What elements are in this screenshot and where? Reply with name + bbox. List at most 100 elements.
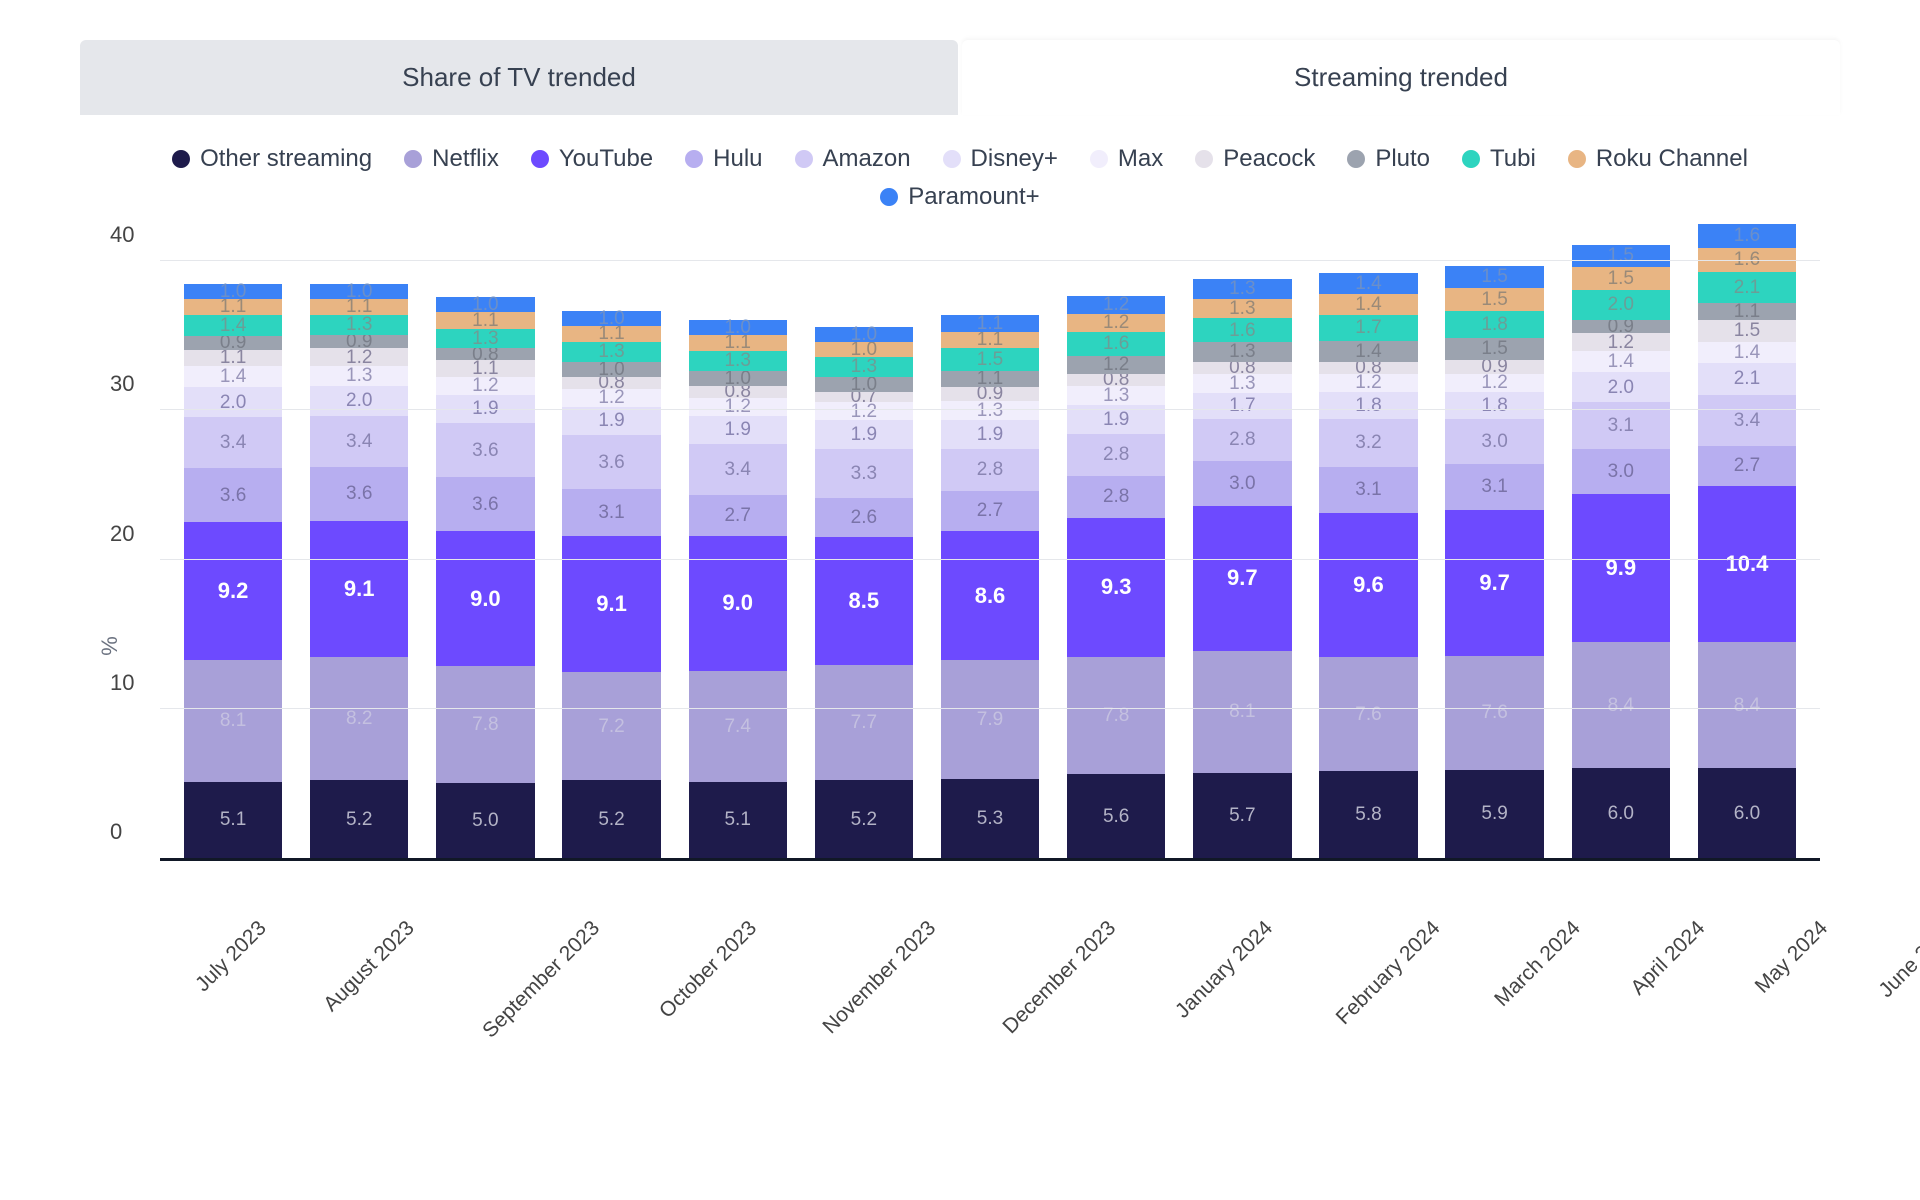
segment-roku[interactable]: 1.3 [1193,299,1291,319]
segment-max[interactable]: 1.2 [689,398,787,416]
segment-disney[interactable]: 1.9 [815,420,913,449]
legend-item-disney[interactable]: Disney+ [943,145,1058,173]
legend-item-paramount[interactable]: Paramount+ [880,183,1039,211]
segment-roku[interactable]: 1.0 [815,342,913,357]
segment-peacock[interactable]: 1.2 [310,348,408,366]
segment-paramount[interactable]: 1.2 [1067,296,1165,314]
segment-netflix[interactable]: 7.8 [436,666,534,783]
segment-pluto[interactable]: 0.9 [184,336,282,350]
segment-pluto[interactable]: 1.3 [1193,342,1291,362]
segment-netflix[interactable]: 8.1 [1193,651,1291,773]
legend-item-pluto[interactable]: Pluto [1347,145,1430,173]
segment-youtube[interactable]: 9.1 [562,536,660,673]
segment-disney[interactable]: 1.7 [1193,393,1291,419]
segment-peacock[interactable]: 0.8 [1193,362,1291,374]
segment-other_streaming[interactable]: 5.2 [562,780,660,858]
segment-roku[interactable]: 1.5 [1445,288,1543,311]
segment-paramount[interactable]: 1.5 [1445,266,1543,289]
segment-youtube[interactable]: 10.4 [1698,486,1796,642]
segment-peacock[interactable]: 1.2 [1572,333,1670,351]
segment-tubi[interactable]: 1.8 [1445,311,1543,338]
segment-pluto[interactable]: 1.1 [1698,303,1796,320]
segment-netflix[interactable]: 7.2 [562,672,660,780]
segment-tubi[interactable]: 1.3 [689,351,787,371]
segment-tubi[interactable]: 1.5 [941,348,1039,371]
segment-disney[interactable]: 1.9 [941,420,1039,449]
segment-netflix[interactable]: 8.4 [1698,642,1796,768]
segment-max[interactable]: 1.2 [436,377,534,395]
segment-roku[interactable]: 1.2 [1067,314,1165,332]
segment-netflix[interactable]: 8.2 [310,657,408,780]
segment-roku[interactable]: 1.1 [310,299,408,316]
segment-peacock[interactable]: 0.8 [1319,362,1417,374]
segment-tubi[interactable]: 1.4 [184,315,282,336]
segment-peacock[interactable]: 0.8 [689,386,787,398]
segment-amazon[interactable]: 3.4 [184,417,282,468]
segment-amazon[interactable]: 3.4 [1698,395,1796,446]
segment-amazon[interactable]: 3.2 [1319,419,1417,467]
segment-paramount[interactable]: 1.4 [1319,273,1417,294]
segment-youtube[interactable]: 9.6 [1319,513,1417,657]
segment-hulu[interactable]: 3.1 [562,489,660,536]
segment-max[interactable]: 1.4 [184,366,282,387]
segment-max[interactable]: 1.3 [941,401,1039,421]
segment-pluto[interactable]: 0.9 [310,335,408,349]
segment-max[interactable]: 1.2 [815,402,913,420]
segment-pluto[interactable]: 0.8 [436,348,534,360]
segment-netflix[interactable]: 8.4 [1572,642,1670,768]
segment-hulu[interactable]: 2.7 [941,491,1039,532]
segment-max[interactable]: 1.3 [310,366,408,386]
segment-hulu[interactable]: 3.1 [1319,467,1417,514]
segment-disney[interactable]: 2.0 [310,386,408,416]
segment-netflix[interactable]: 8.1 [184,660,282,782]
segment-roku[interactable]: 1.1 [436,312,534,329]
segment-peacock[interactable]: 1.1 [436,360,534,377]
segment-pluto[interactable]: 0.9 [1572,320,1670,334]
segment-amazon[interactable]: 3.3 [815,449,913,499]
segment-hulu[interactable]: 2.7 [1698,446,1796,487]
segment-disney[interactable]: 1.8 [1445,392,1543,419]
segment-hulu[interactable]: 2.7 [689,495,787,536]
segment-tubi[interactable]: 1.3 [436,329,534,349]
segment-youtube[interactable]: 9.1 [310,521,408,658]
legend-item-amazon[interactable]: Amazon [795,145,911,173]
segment-max[interactable]: 1.2 [1319,374,1417,392]
segment-max[interactable]: 1.4 [1698,342,1796,363]
segment-netflix[interactable]: 7.7 [815,665,913,781]
segment-amazon[interactable]: 2.8 [1067,434,1165,476]
segment-other_streaming[interactable]: 5.0 [436,783,534,858]
segment-peacock[interactable]: 0.7 [815,392,913,403]
segment-pluto[interactable]: 1.2 [1067,356,1165,374]
segment-peacock[interactable]: 0.9 [941,387,1039,401]
segment-tubi[interactable]: 2.1 [1698,272,1796,304]
segment-disney[interactable]: 2.1 [1698,363,1796,395]
segment-paramount[interactable]: 1.1 [941,315,1039,332]
segment-youtube[interactable]: 9.7 [1193,506,1291,652]
segment-youtube[interactable]: 9.2 [184,522,282,660]
segment-pluto[interactable]: 1.0 [562,362,660,377]
segment-netflix[interactable]: 7.8 [1067,657,1165,774]
legend-item-other_streaming[interactable]: Other streaming [172,145,372,173]
segment-pluto[interactable]: 1.5 [1445,338,1543,361]
segment-paramount[interactable]: 1.0 [815,327,913,342]
segment-tubi[interactable]: 1.6 [1067,332,1165,356]
segment-other_streaming[interactable]: 5.1 [689,782,787,859]
segment-paramount[interactable]: 1.0 [310,284,408,299]
tab-share-of-tv-trended[interactable]: Share of TV trended [80,40,958,115]
segment-amazon[interactable]: 2.8 [941,449,1039,491]
legend-item-peacock[interactable]: Peacock [1195,145,1315,173]
segment-tubi[interactable]: 1.3 [562,342,660,362]
segment-other_streaming[interactable]: 5.2 [310,780,408,858]
legend-item-netflix[interactable]: Netflix [404,145,499,173]
segment-youtube[interactable]: 9.0 [436,531,534,666]
segment-roku[interactable]: 1.5 [1572,267,1670,290]
segment-paramount[interactable]: 1.0 [436,297,534,312]
tab-streaming-trended[interactable]: Streaming trended [962,40,1840,115]
segment-amazon[interactable]: 3.6 [436,423,534,477]
segment-other_streaming[interactable]: 6.0 [1572,768,1670,858]
segment-other_streaming[interactable]: 5.8 [1319,771,1417,858]
segment-disney[interactable]: 1.8 [1319,392,1417,419]
segment-netflix[interactable]: 7.9 [941,660,1039,779]
segment-roku[interactable]: 1.1 [184,299,282,316]
legend-item-roku[interactable]: Roku Channel [1568,145,1748,173]
